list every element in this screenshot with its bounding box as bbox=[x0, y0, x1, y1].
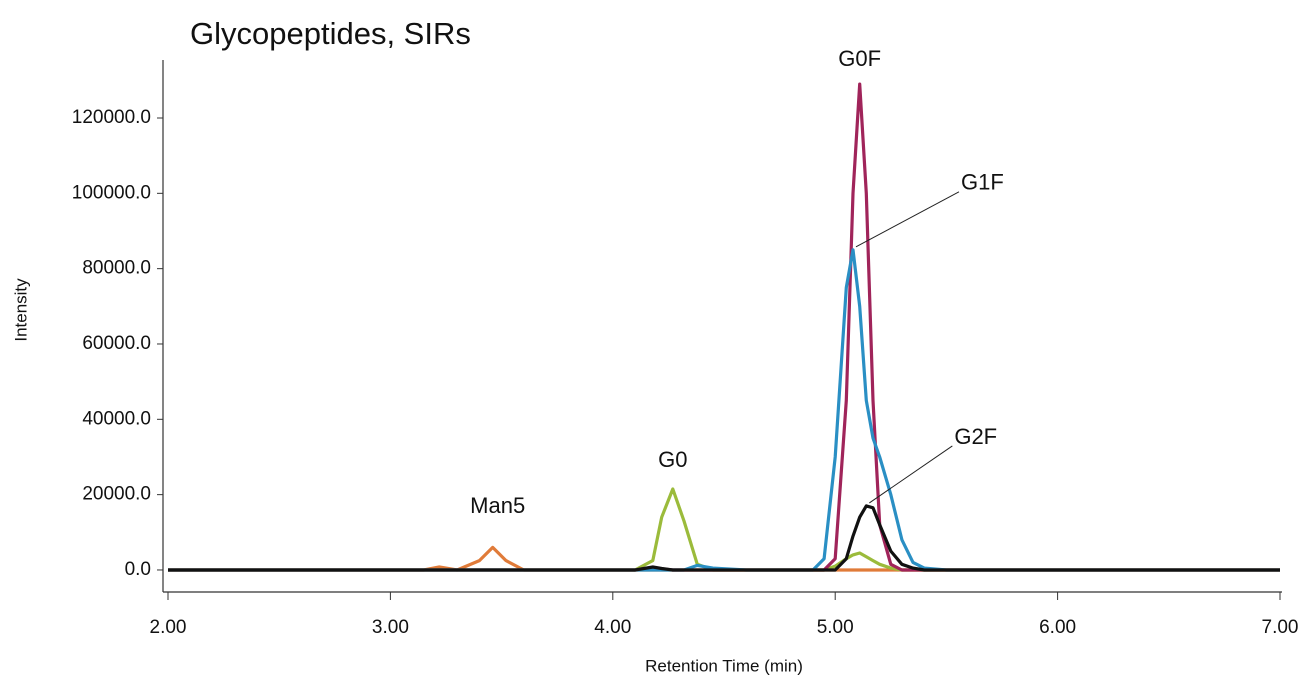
series-line bbox=[168, 82, 1280, 572]
y-tick-label: 20000.0 bbox=[82, 484, 151, 505]
peak-label: Man5 bbox=[470, 493, 525, 518]
y-tick-label: 40000.0 bbox=[82, 408, 151, 429]
y-tick-label: 60000.0 bbox=[82, 333, 151, 354]
x-tick-label: 2.00 bbox=[150, 617, 187, 638]
series-line bbox=[168, 248, 1280, 572]
y-tick-label: 80000.0 bbox=[82, 258, 151, 279]
leader-line bbox=[855, 191, 960, 248]
series-line bbox=[168, 504, 1280, 572]
peak-label: G0 bbox=[658, 447, 687, 472]
peak-label: G0F bbox=[838, 46, 881, 71]
y-tick-label: 0.0 bbox=[125, 559, 151, 580]
y-tick-label: 100000.0 bbox=[72, 182, 151, 203]
leader-line bbox=[869, 445, 953, 504]
y-axis-label: Intensity bbox=[11, 278, 30, 342]
x-tick-label: 5.00 bbox=[817, 617, 854, 638]
x-tick-label: 7.00 bbox=[1262, 617, 1299, 638]
peak-label: G1F bbox=[961, 170, 1004, 195]
x-tick-label: 6.00 bbox=[1039, 617, 1076, 638]
x-tick-label: 3.00 bbox=[372, 617, 409, 638]
x-axis-label: Retention Time (min) bbox=[645, 656, 803, 675]
x-tick-label: 4.00 bbox=[594, 617, 631, 638]
y-tick-label: 120000.0 bbox=[72, 107, 151, 128]
peak-label: G2F bbox=[954, 424, 997, 449]
series-line bbox=[168, 545, 1280, 572]
series-line bbox=[168, 487, 1280, 572]
chart-title: Glycopeptides, SIRs bbox=[190, 16, 471, 51]
